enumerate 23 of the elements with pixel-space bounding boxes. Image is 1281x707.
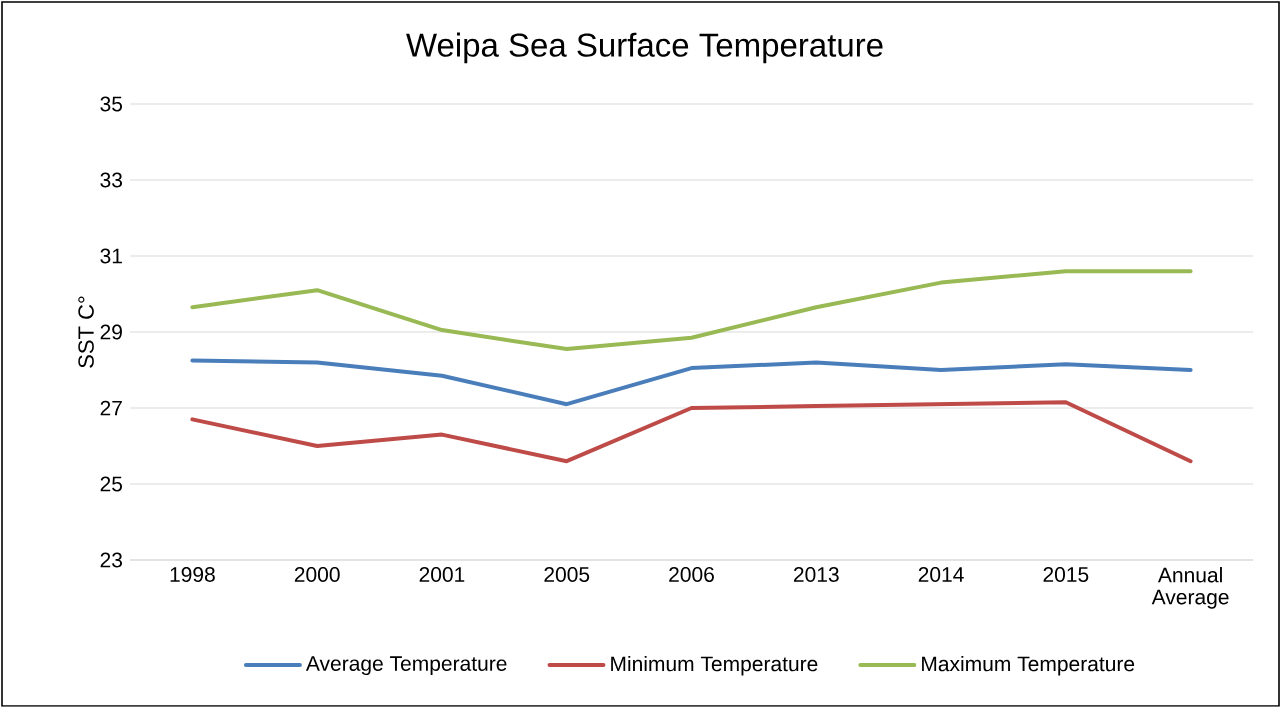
y-tick-label: 25 <box>100 476 123 492</box>
chart-title: Weipa Sea Surface Temperature <box>406 32 883 64</box>
line-series <box>190 358 1193 407</box>
x-tick-label: 2001 <box>419 567 465 583</box>
line-series <box>190 269 1193 352</box>
x-tick-label: Annual Average <box>1151 567 1229 609</box>
x-tick-label: 2006 <box>669 567 714 583</box>
y-tick-label: 35 <box>100 96 123 112</box>
y-tick-label: 23 <box>100 552 123 568</box>
y-tick-label: 31 <box>100 248 122 264</box>
x-tick-label: 2014 <box>918 567 964 583</box>
y-axis-title: SST C° <box>78 296 94 368</box>
y-tick-label: 27 <box>100 400 122 416</box>
x-tick-label: 2000 <box>294 567 340 583</box>
y-tick-label: 33 <box>100 172 123 188</box>
x-tick-label: 1998 <box>170 567 215 583</box>
x-tick-label: 2015 <box>1043 567 1089 583</box>
legend-label: Maximum Temperature <box>922 655 1135 676</box>
x-tick-label: 2013 <box>793 567 839 583</box>
legend-label: Average Temperature <box>305 656 507 676</box>
legend-label: Minimum Temperature <box>611 655 818 676</box>
y-tick-label: 29 <box>100 324 122 340</box>
x-tick-label: 2005 <box>544 567 590 583</box>
